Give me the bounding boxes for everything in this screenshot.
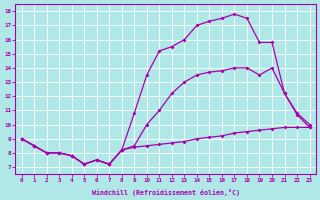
X-axis label: Windchill (Refroidissement éolien,°C): Windchill (Refroidissement éolien,°C) bbox=[92, 189, 240, 196]
